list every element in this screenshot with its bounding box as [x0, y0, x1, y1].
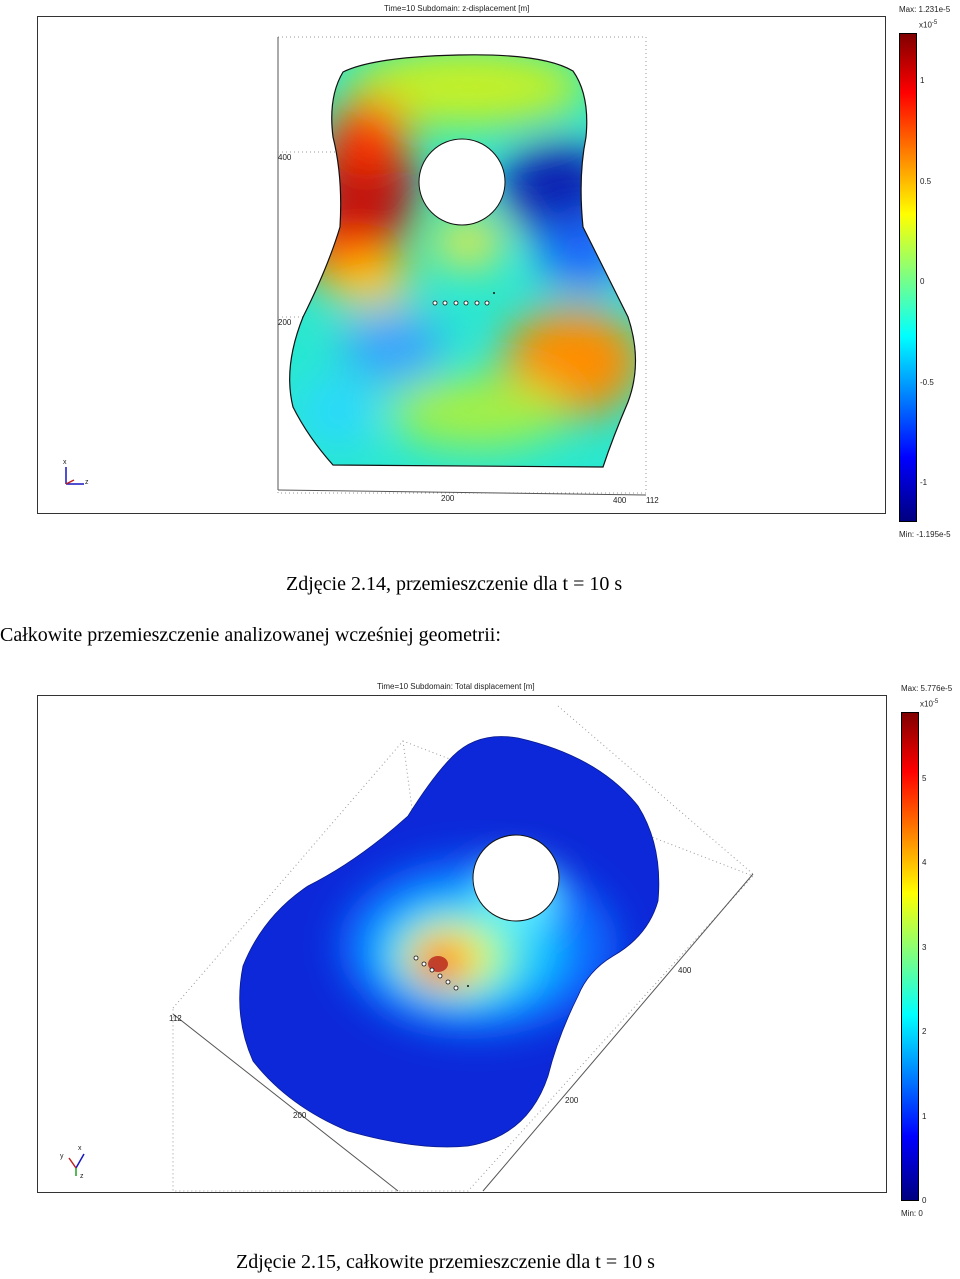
figure1-tick-200-left: 200 — [278, 318, 292, 327]
figure1-triad-label-right: z — [85, 479, 89, 486]
figure2-colorbar-tick-4: 4 — [922, 858, 927, 867]
figure1-tick-400-bottom: 400 — [613, 496, 627, 505]
figure1-colorbar-exponent-power: -5 — [931, 20, 938, 26]
figure2-plot-area: 400 112 200 200 x y z — [37, 695, 887, 1193]
figure2-colorbar-tick-5: 5 — [922, 774, 927, 783]
figure2-colorbar-tick-3: 3 — [922, 943, 927, 952]
figure2-colorbar-exponent: x10-5 — [920, 699, 938, 709]
figure1-colorbar-min: Min: -1.195e-5 — [899, 530, 951, 539]
figure1-axis-triad — [65, 467, 84, 485]
figure2-colorbar-max: Max: 5.776e-5 — [901, 684, 953, 693]
figure1-tick-400-left: 400 — [278, 153, 292, 162]
figure1-colorbar-exponent: x10-5 — [919, 20, 937, 30]
figure1-colorbar-tick--1: -1 — [920, 478, 928, 487]
figure1-plot-area: 400 200 200 400 112 x z — [37, 16, 886, 514]
figure2-colorbar-tick-0: 0 — [922, 1196, 927, 1205]
figure2-colorbar — [901, 712, 919, 1201]
figure1-colorbar-exponent-base: x10 — [919, 20, 932, 30]
figure1-colorbar — [899, 33, 917, 522]
figure1-colorbar-tick-1: 1 — [920, 76, 925, 85]
figure2-triad-label-z: z — [80, 1173, 84, 1180]
figure2-string-pins — [413, 955, 459, 991]
figure2-colorbar-exponent-power: -5 — [932, 699, 939, 705]
figure2-colorbar-tick-2: 2 — [922, 1027, 927, 1036]
figure1-string-pins — [432, 300, 490, 306]
figure1-colorbar-max: Max: 1.231e-5 — [899, 5, 951, 14]
figure2-tick-200-right: 200 — [565, 1096, 579, 1105]
figure1-tick-200-bottom: 200 — [441, 494, 455, 503]
figure1-triad-label-up: x — [63, 459, 67, 466]
figure2-colorbar-exponent-base: x10 — [920, 699, 933, 709]
figure1-guitar-plot — [65, 36, 647, 496]
figure1-caption: Zdjęcie 2.14, przemieszczenie dla t = 10… — [286, 573, 623, 595]
figure2-guitar-plot — [68, 705, 754, 1192]
figure2-colorbar-tick-1: 1 — [922, 1112, 927, 1121]
figure2-colorbar-min: Min: 0 — [901, 1209, 923, 1218]
figure1-tick-112-bottom: 112 — [646, 496, 659, 505]
figure2-triad-label-y: y — [60, 1153, 64, 1160]
figure1-colorbar-tick-0: 0 — [920, 277, 925, 286]
figure1-colorbar-tick-0.5: 0.5 — [920, 177, 932, 186]
figure1-colorbar-tick--0.5: -0.5 — [920, 378, 934, 387]
body-paragraph: Całkowite przemieszczenie analizowanej w… — [0, 624, 501, 646]
figure2-caption: Zdjęcie 2.15, całkowite przemieszczenie … — [236, 1251, 655, 1273]
figure2-axis-triad — [68, 1153, 85, 1176]
figure2-triad-label-x: x — [78, 1145, 82, 1152]
figure2-tick-200-left: 200 — [293, 1111, 307, 1120]
figure1-plot-title: Time=10 Subdomain: z-displacement [m] — [384, 4, 530, 13]
figure2-plot-title: Time=10 Subdomain: Total displacement [m… — [377, 682, 535, 691]
figure2-tick-112: 112 — [169, 1014, 182, 1023]
figure2-tick-400: 400 — [678, 966, 692, 975]
